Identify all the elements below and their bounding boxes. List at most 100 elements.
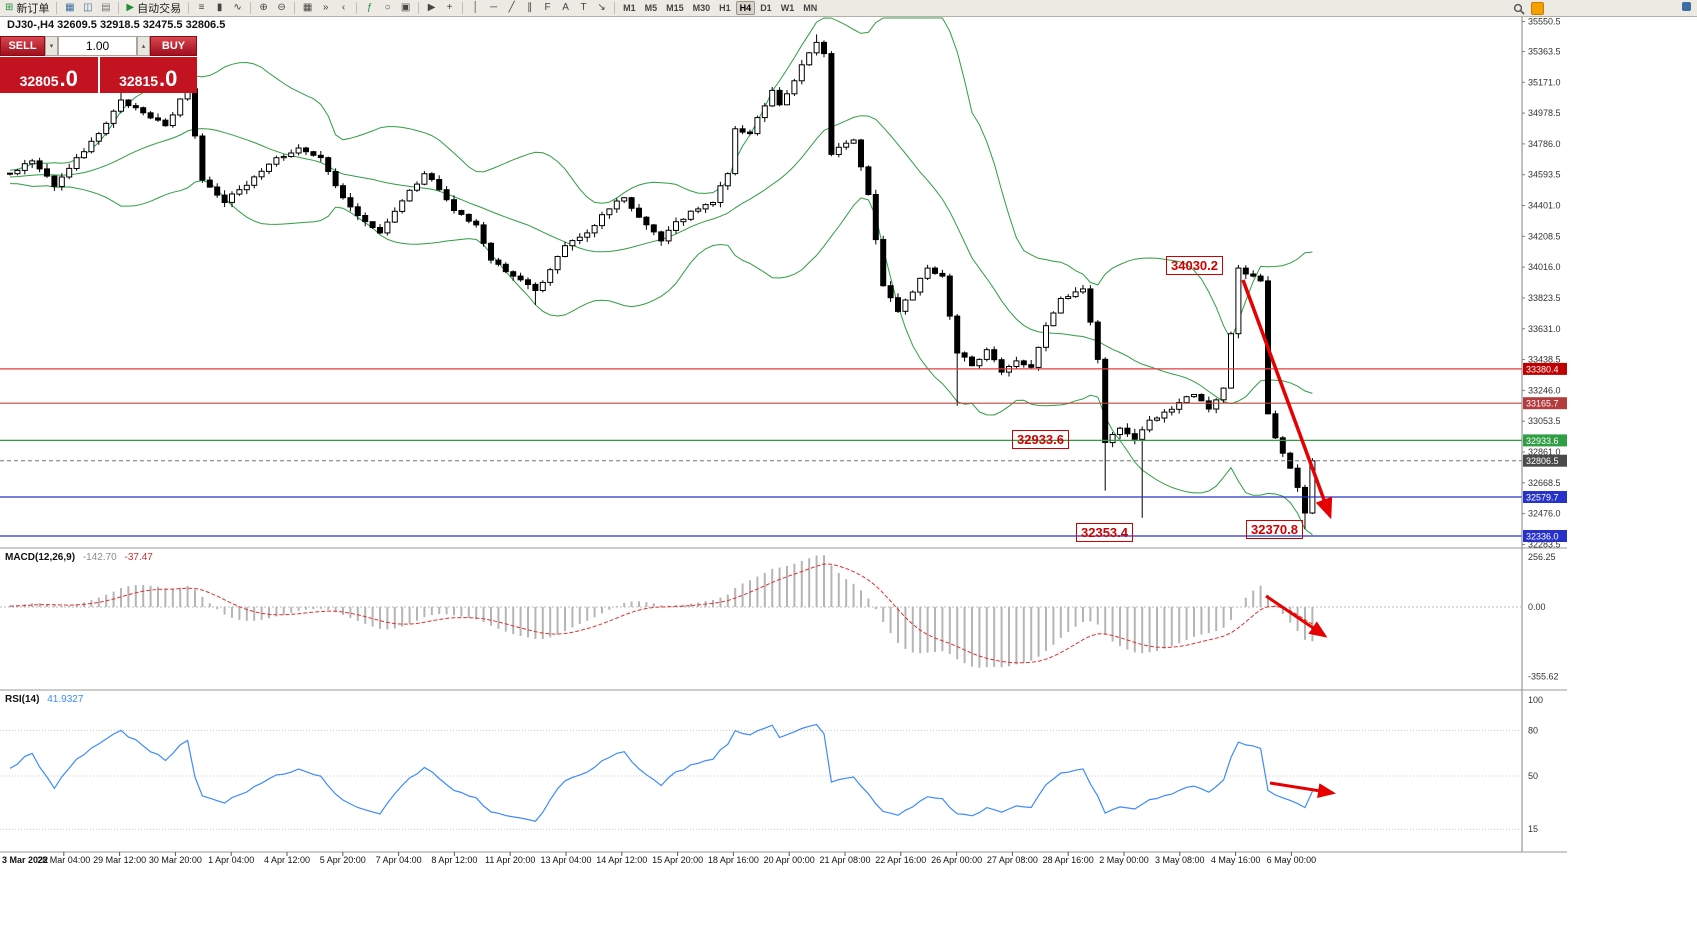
toolbar-separator [250,2,252,14]
buy-price-button[interactable]: 32815 .0 [99,57,197,93]
time-label: 27 Apr 08:00 [986,855,1038,865]
price-annotation[interactable]: 32370.8 [1246,520,1303,539]
svg-text:33631.0: 33631.0 [1528,324,1561,334]
data-window-icon: ▤ [101,2,111,13]
bollinger-bands [9,17,1313,536]
svg-text:32933.6: 32933.6 [1526,436,1559,446]
time-label: 3 May 08:00 [1155,855,1205,865]
auto-trading-label: 自动交易 [137,3,182,15]
new-order-label: 新订单 [16,3,50,15]
time-label: 2 May 00:00 [1099,855,1149,865]
horizontal-levels[interactable] [0,368,1522,537]
svg-text:34786.0: 34786.0 [1528,139,1561,149]
trend-arrow[interactable] [1269,781,1336,799]
search-icon[interactable] [1513,3,1525,15]
auto-scroll-icon: » [322,2,329,13]
arrows-button[interactable]: ↘ [593,1,610,16]
lot-decrease-button[interactable]: ▾ [45,36,58,56]
market-watch-button[interactable]: ◫ [79,1,96,16]
timeframe-h1-button[interactable]: H1 [715,1,735,15]
auto-scroll-button[interactable]: » [317,1,334,16]
vertical-line-icon: │ [472,2,479,13]
timeframe-m15-button[interactable]: M15 [662,1,688,15]
svg-text:34593.5: 34593.5 [1528,170,1561,180]
timeframe-h4-button[interactable]: H4 [735,1,756,15]
line-chart-icon: ∿ [233,2,242,13]
tile-windows-button[interactable]: ▦ [299,1,316,16]
svg-text:-355.62: -355.62 [1528,671,1559,681]
toolbar-separator [418,2,420,14]
buy-button[interactable]: BUY [150,36,197,56]
line-chart-button[interactable]: ∿ [229,1,246,16]
trendline-button[interactable]: ╱ [503,1,520,16]
tile-windows-icon: ▦ [302,2,313,13]
trendline-icon: ╱ [508,2,515,13]
candlestick-chart-button[interactable]: ▮ [211,1,228,16]
time-label: 26 Apr 00:00 [931,855,983,865]
price-annotation[interactable]: 32353.4 [1076,523,1133,542]
channel-button[interactable]: ∥ [521,1,538,16]
macd-main-value: -142.70 [82,552,117,563]
auto-trading-button[interactable]: ▶ 自动交易 [123,1,184,16]
timeframe-m1-button[interactable]: M1 [619,1,640,15]
toolbar-groups: ⊞ 新订单 ▦ ◫ ▤ ▶ 自动交易 ≡ ▮ ∿ ⊕ ⊖ ▦ » ‹ ƒ ○ ▣ ▶ + │ ─ ╱ ∥ F A T ↘ M1 M5 M15… [2,0,821,17]
rsi-name: RSI(14) [5,694,40,705]
time-label: 4 May 16:00 [1210,855,1261,865]
lot-size-input[interactable]: 1.00 [58,36,137,56]
svg-text:35171.0: 35171.0 [1528,77,1561,87]
data-window-button[interactable]: ▤ [97,1,114,16]
time-label: 20 Apr 00:00 [763,855,815,865]
templates-icon: ▣ [400,2,411,13]
fibonacci-button[interactable]: F [539,1,556,16]
horizontal-line-button[interactable]: ─ [485,1,502,16]
timeframe-d1-button[interactable]: D1 [756,1,776,15]
timeframe-mn-button[interactable]: MN [799,1,821,15]
svg-text:32668.5: 32668.5 [1528,478,1561,488]
text-button[interactable]: A [557,1,574,16]
vertical-line-button[interactable]: │ [467,1,484,16]
time-label: 4 Apr 12:00 [263,855,311,865]
timeframe-m5-button[interactable]: M5 [641,1,662,15]
cursor-icon: ▶ [427,2,436,13]
toolbar: ⊞ 新订单 ▦ ◫ ▤ ▶ 自动交易 ≡ ▮ ∿ ⊕ ⊖ ▦ » ‹ ƒ ○ ▣ ▶ + │ ─ ╱ ∥ F A T ↘ M1 M5 M15… [0,0,1697,17]
indicators-button[interactable]: ƒ [361,1,378,16]
timeframe-w1-button[interactable]: W1 [777,1,799,15]
bar-chart-button[interactable]: ≡ [193,1,210,16]
price-axis: 35550.5 35363.5 35171.0 34978.5 34786.0 34593… [1521,17,1567,852]
rsi-label: RSI(14) 41.9327 [5,694,83,705]
zoom-out-button[interactable]: ⊖ [273,1,290,16]
zoom-in-button[interactable]: ⊕ [255,1,272,16]
label-button[interactable]: T [575,1,592,16]
time-label: 3 Mar 2022 [2,855,49,865]
time-label: 5 Apr 20:00 [319,855,366,865]
trend-arrow[interactable] [1265,594,1328,638]
price-annotation[interactable]: 34030.2 [1166,256,1223,275]
market-watch-icon: ◫ [83,2,93,13]
chart-shift-button[interactable]: ‹ [335,1,352,16]
window-corner-icon [1682,2,1691,11]
svg-text:34401.0: 34401.0 [1528,201,1561,211]
svg-text:33053.5: 33053.5 [1528,416,1561,426]
lot-increase-button[interactable]: ▴ [137,36,150,56]
sell-price-button[interactable]: 32805 .0 [0,57,98,93]
timeframe-m30-button[interactable]: M30 [689,1,715,15]
templates-button[interactable]: ▣ [397,1,414,16]
cursor-button[interactable]: ▶ [423,1,440,16]
notification-badge[interactable] [1531,2,1544,15]
time-label: 6 May 00:00 [1266,855,1317,865]
label-icon: T [580,2,587,13]
price-annotation[interactable]: 32933.6 [1012,430,1069,449]
charts-icon: ▦ [65,2,75,13]
macd-indicator: 256.25 0.00 -355.62 [0,552,1559,681]
macd-signal-value: -37.47 [124,552,153,563]
channel-icon: ∥ [527,2,533,13]
sell-button[interactable]: SELL [0,36,45,56]
charts-button[interactable]: ▦ [61,1,78,16]
new-order-button[interactable]: ⊞ 新订单 [2,1,52,16]
svg-text:34208.5: 34208.5 [1528,231,1561,241]
crosshair-button[interactable]: + [441,1,458,16]
time-label: 29 Mar 12:00 [93,855,147,865]
trend-arrow[interactable] [1241,279,1333,520]
periods-button[interactable]: ○ [379,1,396,16]
